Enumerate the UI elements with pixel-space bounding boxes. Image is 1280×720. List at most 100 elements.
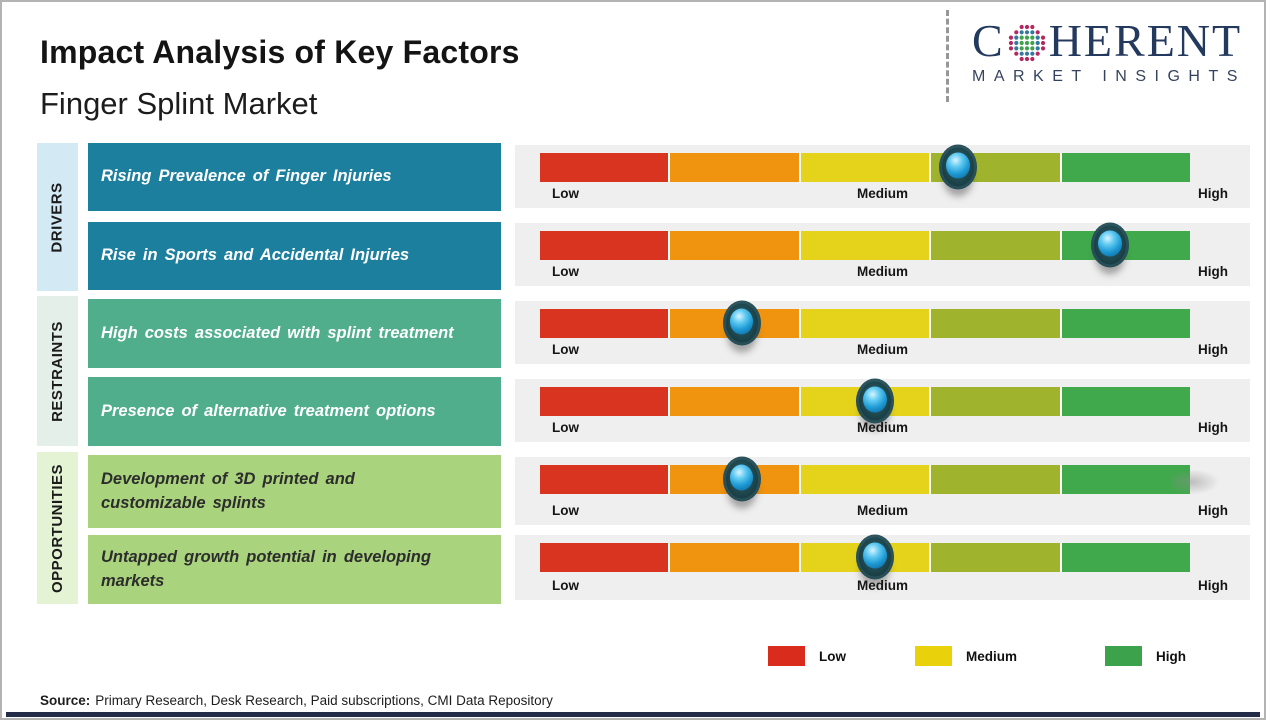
- scale-segment: [1061, 387, 1191, 416]
- scale-label-low: Low: [552, 420, 579, 435]
- impact-scale-bar: [540, 153, 1191, 182]
- page-title: Impact Analysis of Key Factors: [40, 34, 520, 70]
- factor-label: High costs associated with splint treatm…: [101, 323, 454, 342]
- factor-box: Untapped growth potential in developing …: [88, 535, 501, 604]
- factor-label: Presence of alternative treatment option…: [101, 401, 436, 420]
- factor-label: Rising Prevalence of Finger Injuries: [101, 167, 392, 186]
- scale-label-high: High: [1198, 342, 1228, 357]
- scale-segment: [670, 387, 801, 416]
- scale-segment: [540, 465, 671, 494]
- brand-letter-c: C: [972, 15, 1005, 66]
- impact-knob: [938, 144, 977, 190]
- scale-segment: [540, 387, 671, 416]
- factor-label: Untapped growth potential in developing …: [101, 548, 431, 590]
- impact-bar-row: Low Medium High: [515, 222, 1250, 286]
- scale-label-low: Low: [552, 264, 579, 279]
- impact-scale-bar: [540, 231, 1191, 260]
- impact-knob: [855, 534, 894, 580]
- scale-segment: [800, 465, 932, 494]
- scale-segment: [931, 543, 1062, 572]
- scale-label-high: High: [1198, 420, 1228, 435]
- page-subtitle: Finger Splint Market: [40, 86, 318, 121]
- scale-label-low: Low: [552, 578, 579, 593]
- impact-bar-row: Low Medium High: [515, 456, 1250, 525]
- legend-label: High: [1156, 648, 1186, 664]
- source-note: Source: Primary Research, Desk Research, …: [40, 693, 553, 708]
- source-prefix: Source:: [40, 693, 91, 708]
- source-text: Primary Research, Desk Research, Paid su…: [95, 693, 553, 708]
- impact-scale-bar: [540, 465, 1191, 494]
- scale-segment: [670, 231, 801, 260]
- scale-segment: [800, 309, 932, 338]
- group-label: RESTRAINTS: [49, 320, 66, 422]
- scale-segment: [540, 543, 671, 572]
- scale-label-medium: Medium: [856, 342, 909, 357]
- scale-label-high: High: [1198, 578, 1228, 593]
- scale-segment: [800, 231, 932, 260]
- group-strip-opportunities: OPPORTUNITIES: [37, 452, 78, 604]
- scale-segment: [540, 153, 671, 182]
- legend-item-medium: Medium: [915, 646, 1017, 666]
- impact-knob: [1091, 222, 1130, 268]
- factor-box: Rise in Sports and Accidental Injuries: [88, 222, 501, 290]
- legend-swatch-medium: [915, 646, 952, 666]
- brand-logo: C HERENT MARKET INSIGHTS: [972, 18, 1262, 86]
- scale-segment: [1061, 465, 1191, 494]
- impact-scale-bar: [540, 309, 1191, 338]
- scale-segment: [1061, 153, 1191, 182]
- legend-swatch-low: [768, 646, 805, 666]
- brand-letters-rest: HERENT: [1048, 15, 1243, 66]
- scale-segment: [670, 543, 801, 572]
- impact-knob: [855, 378, 894, 424]
- scale-label-low: Low: [552, 503, 579, 518]
- bottom-accent-bar: [6, 712, 1260, 717]
- factor-box: High costs associated with splint treatm…: [88, 299, 501, 368]
- logo-separator: [946, 10, 949, 102]
- legend-label: Medium: [966, 648, 1018, 664]
- impact-bar-row: Low Medium High: [515, 378, 1250, 442]
- scale-segment: [1061, 309, 1191, 338]
- group-label: DRIVERS: [49, 181, 66, 253]
- scale-label-low: Low: [552, 342, 579, 357]
- scale-segment: [540, 309, 671, 338]
- legend-item-low: Low: [768, 646, 846, 666]
- scale-label-medium: Medium: [856, 578, 909, 593]
- scale-label-high: High: [1198, 264, 1228, 279]
- impact-bar-row: Low Medium High: [515, 534, 1250, 600]
- scale-label-medium: Medium: [856, 503, 909, 518]
- scale-label-high: High: [1198, 186, 1228, 201]
- group-strip-drivers: DRIVERS: [37, 143, 78, 291]
- factor-label: Development of 3D printed and customizab…: [101, 470, 355, 512]
- globe-icon: [1006, 22, 1048, 64]
- scale-segment: [931, 465, 1062, 494]
- scale-segment: [670, 153, 801, 182]
- legend-item-high: High: [1105, 646, 1186, 666]
- impact-scale-bar: [540, 387, 1191, 416]
- factor-label: Rise in Sports and Accidental Injuries: [101, 246, 410, 265]
- group-label: OPPORTUNITIES: [49, 463, 67, 593]
- factor-box: Rising Prevalence of Finger Injuries: [88, 143, 501, 211]
- scale-label-medium: Medium: [856, 186, 909, 201]
- brand-tagline: MARKET INSIGHTS: [972, 68, 1246, 85]
- factor-box: Development of 3D printed and customizab…: [88, 455, 501, 528]
- scale-segment: [931, 309, 1062, 338]
- scale-label-medium: Medium: [856, 420, 909, 435]
- scale-segment: [931, 231, 1062, 260]
- shadow-smudge: [1172, 469, 1220, 495]
- factor-box: Presence of alternative treatment option…: [88, 377, 501, 446]
- scale-segment: [540, 231, 671, 260]
- group-strip-restraints: RESTRAINTS: [37, 296, 78, 446]
- legend-swatch-high: [1105, 646, 1142, 666]
- legend-label: Low: [819, 648, 846, 664]
- scale-label-medium: Medium: [856, 264, 909, 279]
- impact-bar-row: Low Medium High: [515, 144, 1250, 208]
- brand-wordmark: C HERENT: [972, 18, 1262, 64]
- impact-knob: [722, 300, 761, 346]
- scale-segment: [1061, 543, 1191, 572]
- scale-label-low: Low: [552, 186, 579, 201]
- scale-segment: [931, 387, 1062, 416]
- impact-knob: [722, 456, 761, 502]
- scale-label-high: High: [1198, 503, 1228, 518]
- scale-segment: [800, 153, 932, 182]
